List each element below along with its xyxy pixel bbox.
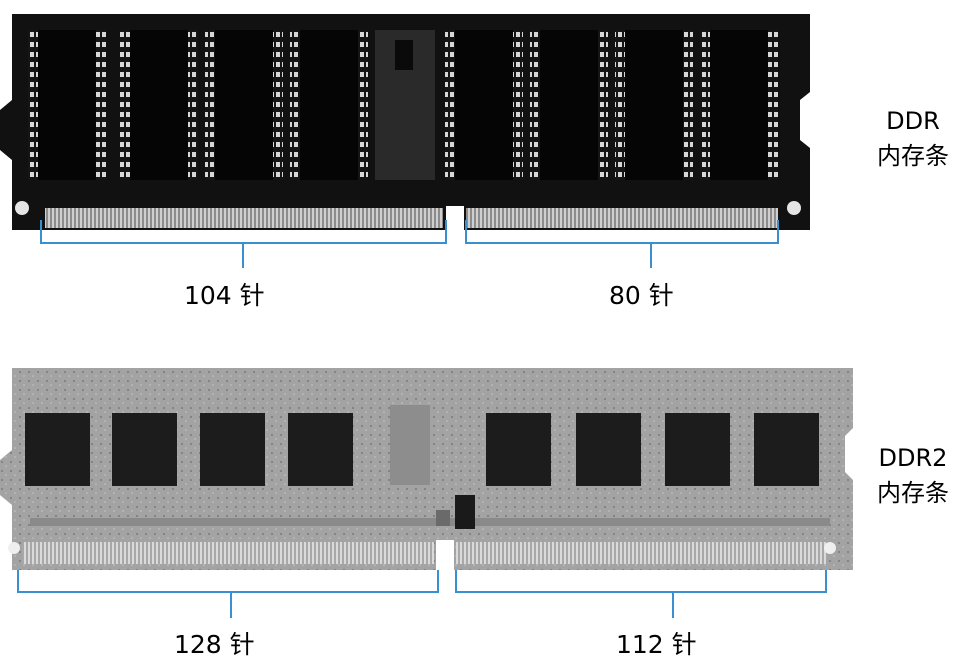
ddr2-pin-brackets bbox=[17, 570, 827, 618]
ddr-chips bbox=[28, 30, 778, 180]
ddr2-type-label: DDR2 内存条 bbox=[863, 441, 963, 511]
ddr-pin-brackets bbox=[40, 220, 779, 268]
ddr-right-pin-count: 80 针 bbox=[609, 281, 674, 310]
ddr2-left-pin-count: 128 针 bbox=[174, 630, 255, 659]
ddr2-type-name: DDR2 bbox=[878, 444, 948, 472]
ddr2-chips bbox=[25, 405, 819, 529]
ddr2-right-pin-count: 112 针 bbox=[616, 630, 697, 659]
ddr2-type-subtitle: 内存条 bbox=[877, 478, 949, 507]
ddr-type-name: DDR bbox=[886, 107, 940, 135]
ddr-type-subtitle: 内存条 bbox=[877, 141, 949, 170]
ddr-left-pin-count: 104 针 bbox=[184, 281, 265, 310]
ddr-type-label: DDR 内存条 bbox=[863, 104, 963, 174]
